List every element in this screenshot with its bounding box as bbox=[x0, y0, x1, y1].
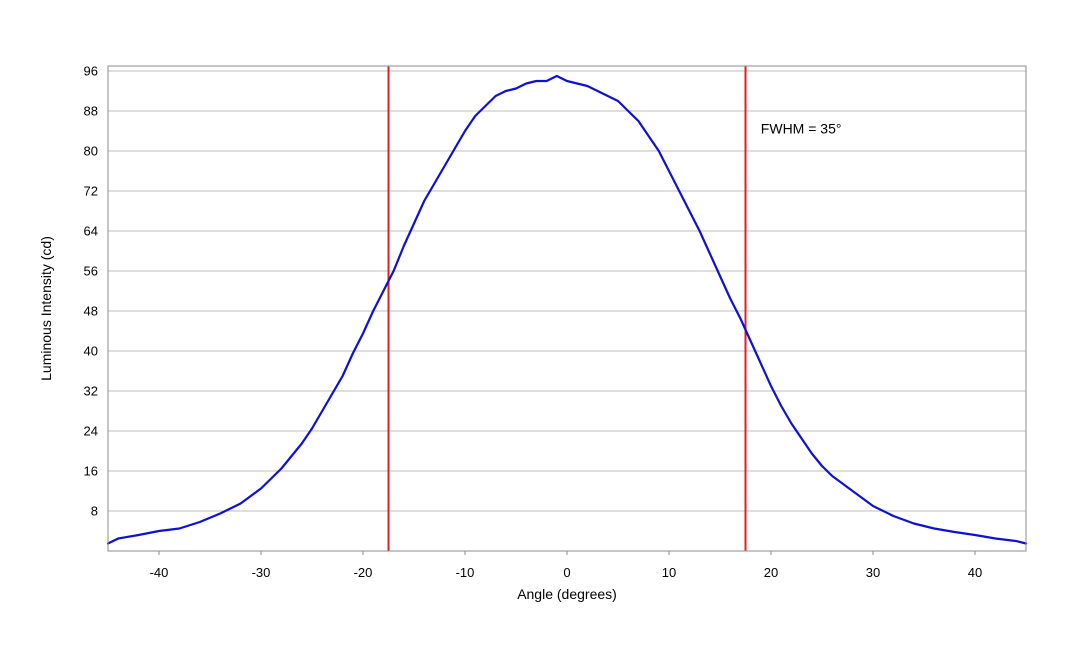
x-tick-label: -30 bbox=[252, 565, 271, 580]
y-tick-label: 48 bbox=[84, 304, 98, 319]
y-tick-label: 80 bbox=[84, 144, 98, 159]
x-tick-label: 0 bbox=[563, 565, 570, 580]
y-tick-label: 24 bbox=[84, 424, 98, 439]
y-tick-label: 72 bbox=[84, 184, 98, 199]
x-tick-label: 30 bbox=[866, 565, 880, 580]
x-tick-label: 40 bbox=[968, 565, 982, 580]
y-tick-label: 40 bbox=[84, 344, 98, 359]
reference-lines bbox=[387, 66, 747, 551]
y-tick-label: 16 bbox=[84, 464, 98, 479]
x-axis-ticks: -40 -30 -20 -10 0 10 20 30 40 bbox=[150, 551, 982, 580]
annotations: FWHM = 35° bbox=[761, 121, 842, 137]
y-tick-label: 64 bbox=[84, 224, 98, 239]
y-axis-title: Luminous Intensity (cd) bbox=[38, 236, 54, 381]
x-axis-title: Angle (degrees) bbox=[517, 586, 617, 602]
intensity-series-line bbox=[106, 74, 1028, 545]
series-layer bbox=[106, 74, 1028, 545]
y-tick-label: 96 bbox=[84, 64, 98, 79]
plot-frame bbox=[107, 65, 1027, 552]
gridlines bbox=[108, 70, 1026, 512]
y-axis-ticks: 8 16 24 32 40 48 56 64 72 80 88 96 bbox=[84, 64, 98, 519]
y-tick-label: 56 bbox=[84, 264, 98, 279]
x-tick-label: -40 bbox=[150, 565, 169, 580]
x-tick-label: -20 bbox=[354, 565, 373, 580]
x-tick-label: 20 bbox=[764, 565, 778, 580]
fwhm-annotation: FWHM = 35° bbox=[761, 121, 842, 137]
y-tick-label: 88 bbox=[84, 104, 98, 119]
x-tick-label: 10 bbox=[662, 565, 676, 580]
y-tick-label: 32 bbox=[84, 384, 98, 399]
y-tick-label: 8 bbox=[91, 504, 98, 519]
x-tick-label: -10 bbox=[456, 565, 475, 580]
